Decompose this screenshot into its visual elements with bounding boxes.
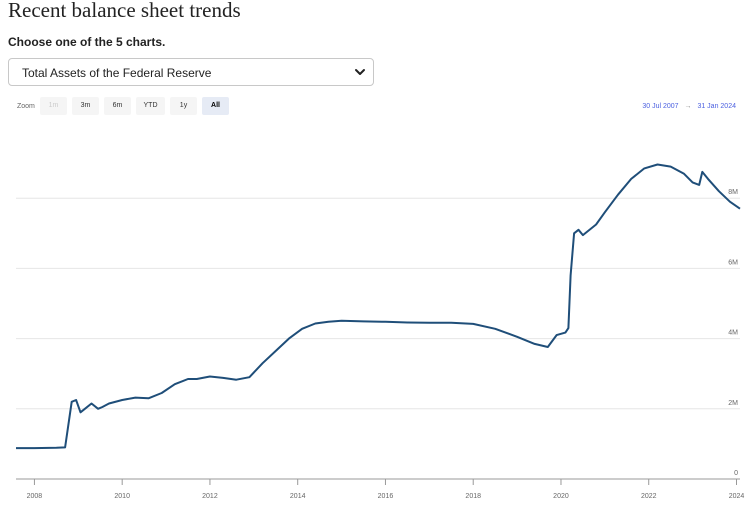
x-tick-label-2016: 2016: [378, 493, 394, 500]
y-tick-label-8M: 8M: [728, 189, 738, 196]
x-tick-label-2024: 2024: [729, 493, 745, 500]
zoom-1m-button[interactable]: 1m: [40, 97, 67, 115]
page-title: Recent balance sheet trends: [8, 0, 241, 22]
x-tick-label-2020: 2020: [553, 493, 569, 500]
chevron-down-icon: [355, 69, 365, 75]
chart-select-value: Total Assets of the Federal Reserve: [22, 66, 212, 80]
chart-chooser-prompt: Choose one of the 5 charts.: [8, 35, 166, 49]
x-tick-label-2010: 2010: [114, 493, 130, 500]
range-from-date[interactable]: 30 Jul 2007: [642, 103, 679, 110]
zoom-3m-button[interactable]: 3m: [72, 97, 99, 115]
range-to-date[interactable]: 31 Jan 2024: [697, 103, 736, 110]
series-line-0: [16, 163, 741, 450]
date-range-display: 30 Jul 2007 → 31 Jan 2024: [638, 103, 736, 110]
zoom-6m-button[interactable]: 6m: [104, 97, 131, 115]
x-tick-label-2008: 2008: [27, 493, 43, 500]
y-tick-label-0: 0: [734, 470, 738, 477]
y-tick-label-4M: 4M: [728, 330, 738, 337]
zoom-1y-button[interactable]: 1y: [170, 97, 197, 115]
x-tick-label-2022: 2022: [641, 493, 657, 500]
x-tick-label-2014: 2014: [290, 493, 306, 500]
range-arrow: →: [684, 103, 692, 110]
y-tick-label-2M: 2M: [728, 400, 738, 407]
y-tick-label-6M: 6M: [728, 259, 738, 266]
x-tick-label-2012: 2012: [202, 493, 218, 500]
chart-select[interactable]: Total Assets of the Federal Reserve: [8, 58, 374, 86]
zoom-label: Zoom: [17, 103, 35, 110]
zoom-ytd-button[interactable]: YTD: [136, 97, 165, 115]
x-tick-label-2018: 2018: [465, 493, 481, 500]
zoom-all-button[interactable]: All: [202, 97, 229, 115]
